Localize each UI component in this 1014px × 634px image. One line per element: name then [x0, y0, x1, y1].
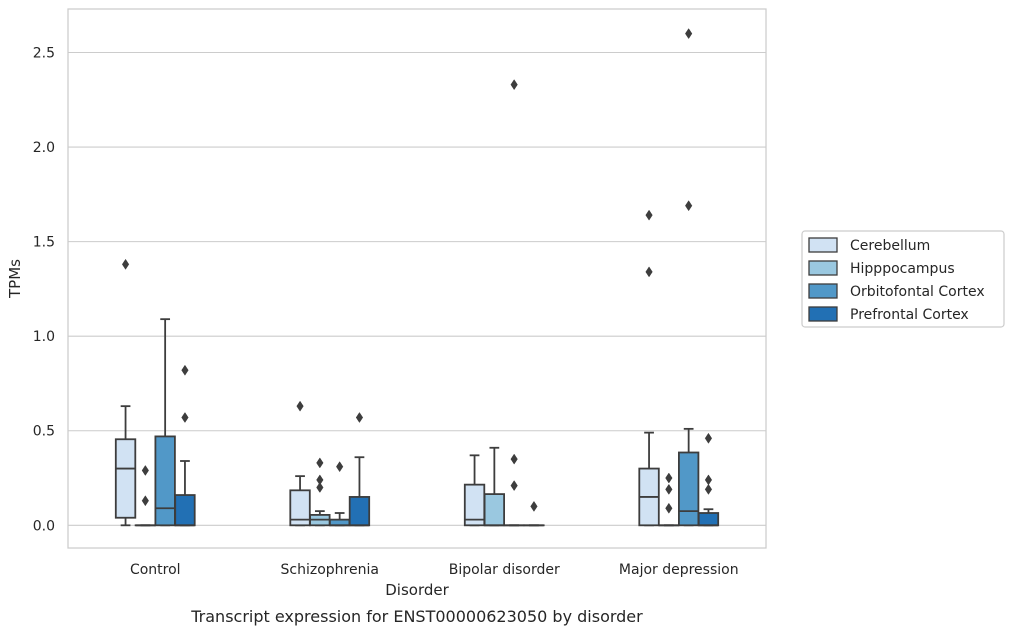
box-0-3 — [174, 364, 196, 527]
legend-swatch — [808, 306, 838, 322]
outlier-marker — [141, 465, 149, 476]
outlier-marker — [510, 79, 518, 91]
box-2-1 — [483, 446, 506, 527]
y-tick-label: 1.0 — [33, 329, 55, 345]
outlier-marker — [685, 28, 693, 40]
legend-swatch — [808, 283, 838, 299]
outlier-marker — [355, 412, 364, 423]
x-tick-label: Bipolar disorder — [449, 562, 560, 578]
outlier-marker — [704, 474, 713, 486]
box-body — [154, 435, 176, 527]
box-2-3 — [523, 500, 545, 527]
box-2-2 — [503, 79, 525, 527]
box-body — [678, 451, 700, 527]
box-0-1 — [134, 465, 157, 527]
box-1-3 — [348, 412, 371, 527]
outlier-marker — [665, 502, 673, 514]
y-tick-label: 0.0 — [33, 518, 55, 534]
x-tick-label: Major depression — [619, 562, 739, 578]
x-tick-labels: Control Schizophrenia Bipolar disorder Majo… — [130, 562, 739, 578]
outlier-marker — [141, 495, 149, 507]
outlier-marker — [316, 482, 324, 493]
box-layer — [114, 28, 720, 527]
y-tick-label: 2.5 — [33, 45, 55, 61]
plot-frame — [67, 8, 767, 549]
legend-swatch — [808, 237, 838, 253]
box-body — [697, 512, 720, 527]
box-3-1 — [658, 472, 680, 527]
x-tick-label: Schizophrenia — [281, 562, 379, 578]
box-0-0 — [114, 258, 137, 527]
box-1-0 — [289, 400, 311, 527]
legend-label: Cerebellum — [850, 238, 930, 254]
x-axis-label: Disorder — [385, 581, 449, 599]
outlier-marker — [510, 480, 518, 492]
outlier-marker — [665, 483, 673, 495]
y-tick-label: 1.5 — [33, 235, 55, 251]
y-tick-label: 2.0 — [33, 140, 55, 156]
outlier-marker — [645, 209, 653, 221]
outlier-marker — [510, 453, 518, 465]
box-1-1 — [309, 457, 331, 527]
legend-swatch — [808, 260, 838, 276]
box-body — [174, 494, 196, 527]
outlier-marker — [704, 483, 713, 495]
box-3-2 — [678, 28, 700, 527]
outlier-marker — [665, 472, 673, 484]
outlier-marker — [296, 400, 304, 412]
legend-label: Hipppocampus — [850, 261, 955, 277]
box-body — [114, 438, 137, 519]
outlier-marker — [181, 412, 189, 423]
box-body — [348, 496, 371, 527]
outlier-marker — [181, 364, 189, 376]
chart-caption: Transcript expression for ENST0000062305… — [190, 607, 643, 626]
box-2-0 — [463, 454, 486, 527]
legend: Cerebellum Hipppocampus Orbitofontal Corte… — [801, 230, 1005, 328]
legend-frame — [801, 230, 1005, 328]
y-axis-label: TPMs — [6, 259, 24, 299]
outlier-marker — [121, 258, 130, 270]
y-tick-label: 0.5 — [33, 424, 55, 440]
outlier-marker — [685, 200, 693, 212]
box-body — [483, 493, 506, 527]
y-tick-labels: 0.0 0.5 1.0 1.5 2.0 2.5 — [33, 45, 55, 534]
box-body — [289, 489, 311, 527]
outlier-marker — [336, 461, 344, 473]
outlier-marker — [316, 474, 324, 486]
outlier-marker — [704, 432, 713, 444]
outlier-marker — [316, 457, 324, 469]
legend-label: Prefrontal Cortex — [850, 307, 969, 323]
box-3-3 — [697, 432, 720, 527]
box-1-2 — [328, 461, 351, 527]
x-tick-label: Control — [130, 562, 181, 578]
box-0-2 — [154, 318, 176, 527]
outlier-marker — [530, 500, 538, 512]
outlier-marker — [645, 266, 653, 278]
box-3-0 — [638, 209, 660, 527]
legend-label: Orbitofontal Cortex — [850, 284, 985, 300]
